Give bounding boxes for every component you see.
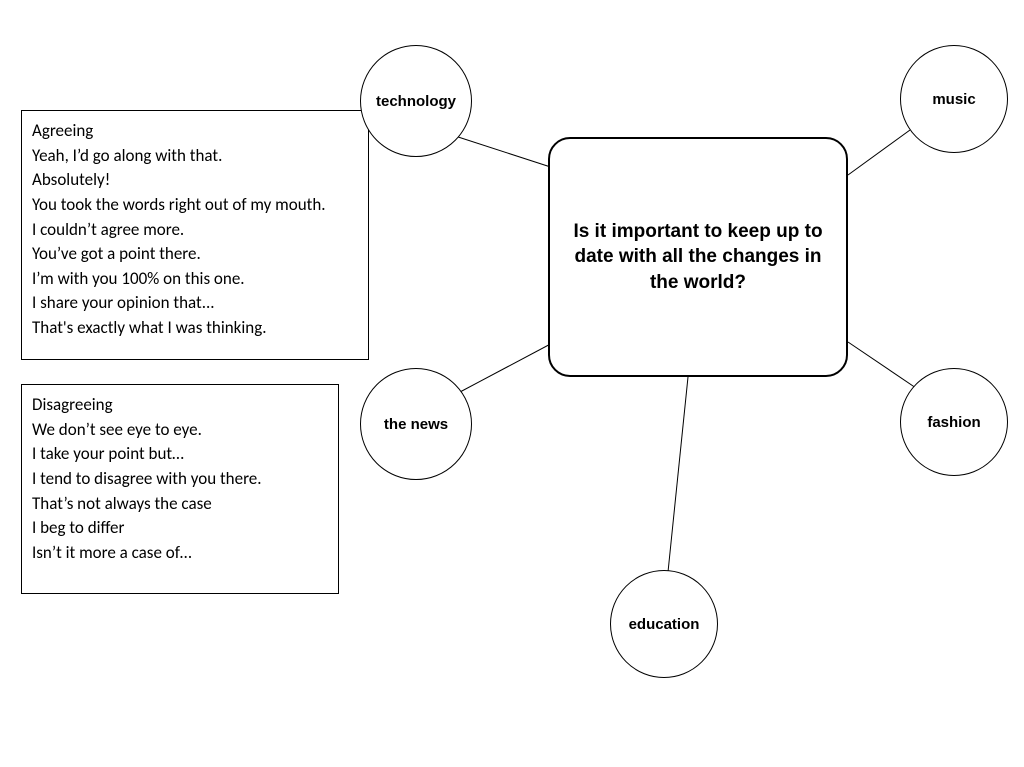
disagreeing-line: Isn’t it more a case of… [32, 541, 328, 566]
agreeing-box: Agreeing Yeah, I’d go along with that.Ab… [21, 110, 369, 360]
disagreeing-line: That’s not always the case [32, 492, 328, 517]
node-fashion: fashion [900, 368, 1008, 476]
agreeing-line: I’m with you 100% on this one. [32, 267, 358, 292]
center-question-box: Is it important to keep up to date with … [548, 137, 848, 377]
node-label-music: music [932, 91, 975, 108]
edge-the-news-to-center [460, 340, 558, 392]
node-label-fashion: fashion [927, 414, 980, 431]
node-the-news: the news [360, 368, 472, 480]
node-label-the-news: the news [384, 416, 448, 433]
agreeing-line: You took the words right out of my mouth… [32, 193, 358, 218]
disagreeing-line: I tend to disagree with you there. [32, 467, 328, 492]
agreeing-title: Agreeing [32, 119, 358, 144]
agreeing-line: Yeah, I’d go along with that. [32, 144, 358, 169]
agreeing-line: I share your opinion that... [32, 291, 358, 316]
node-education: education [610, 570, 718, 678]
node-label-technology: technology [376, 93, 456, 110]
agreeing-lines: Yeah, I’d go along with that.Absolutely!… [32, 144, 358, 341]
diagram-canvas: Agreeing Yeah, I’d go along with that.Ab… [0, 0, 1024, 767]
node-label-education: education [629, 616, 700, 633]
node-technology: technology [360, 45, 472, 157]
center-question-text: Is it important to keep up to date with … [568, 219, 828, 296]
disagreeing-lines: We don’t see eye to eye.I take your poin… [32, 418, 328, 566]
disagreeing-box: Disagreeing We don’t see eye to eye.I ta… [21, 384, 339, 594]
agreeing-line: You’ve got a point there. [32, 242, 358, 267]
edge-music-to-center [848, 130, 910, 175]
agreeing-line: That's exactly what I was thinking. [32, 316, 358, 341]
node-music: music [900, 45, 1008, 153]
edge-education-to-center [668, 377, 688, 572]
agreeing-line: I couldn’t agree more. [32, 218, 358, 243]
agreeing-line: Absolutely! [32, 168, 358, 193]
disagreeing-line: I take your point but… [32, 442, 328, 467]
disagreeing-line: I beg to differ [32, 516, 328, 541]
disagreeing-title: Disagreeing [32, 393, 328, 418]
edge-fashion-to-center [848, 342, 916, 388]
disagreeing-line: We don’t see eye to eye. [32, 418, 328, 443]
